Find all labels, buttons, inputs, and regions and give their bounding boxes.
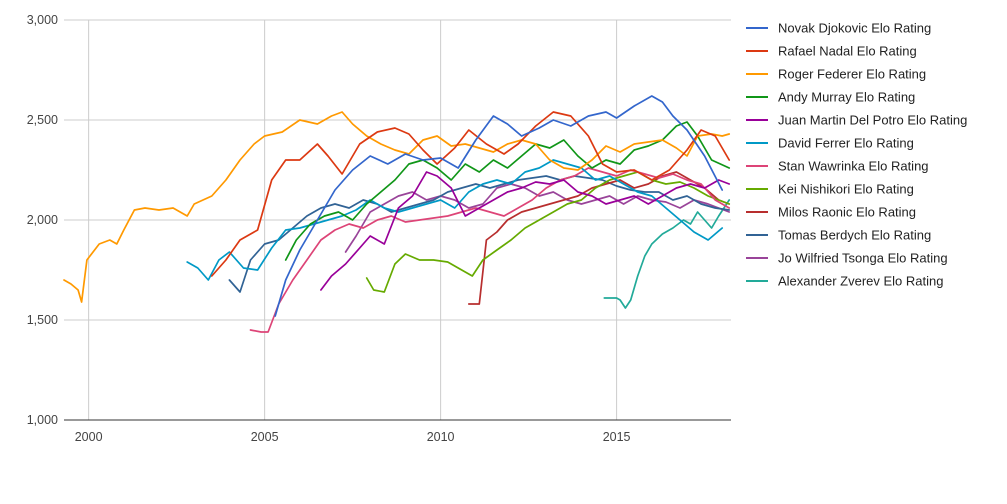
legend-item[interactable]: Milos Raonic Elo Rating [746, 205, 916, 220]
series-line-2 [210, 111, 731, 277]
series-line-3 [63, 111, 731, 303]
legend-item[interactable]: Andy Murray Elo Rating [746, 90, 915, 105]
legend-label: David Ferrer Elo Rating [778, 136, 914, 151]
legend-label: Milos Raonic Elo Rating [778, 205, 916, 220]
legend: Novak Djokovic Elo Rating Rafael Nadal El… [746, 21, 967, 289]
series-line-7 [249, 167, 731, 333]
legend-item[interactable]: Kei Nishikori Elo Rating [746, 182, 914, 197]
series-line-4 [284, 121, 731, 261]
legend-item[interactable]: Roger Federer Elo Rating [746, 67, 926, 82]
legend-item[interactable]: Stan Wawrinka Elo Rating [746, 159, 929, 174]
y-tick-label: 1,500 [27, 313, 58, 327]
legend-label: Rafael Nadal Elo Rating [778, 44, 917, 59]
series-line-12 [603, 199, 731, 309]
y-tick-label: 3,000 [27, 13, 58, 27]
x-tick-label: 2000 [75, 430, 103, 444]
legend-label: Novak Djokovic Elo Rating [778, 21, 931, 36]
series-line-5 [320, 171, 731, 291]
y-tick-label: 2,500 [27, 113, 58, 127]
legend-label: Juan Martin Del Potro Elo Rating [778, 113, 967, 128]
series-line-9 [467, 171, 731, 305]
legend-item[interactable]: Juan Martin Del Potro Elo Rating [746, 113, 967, 128]
legend-label: Alexander Zverev Elo Rating [778, 274, 943, 289]
legend-item[interactable]: Alexander Zverev Elo Rating [746, 274, 943, 289]
legend-label: Andy Murray Elo Rating [778, 90, 915, 105]
legend-label: Roger Federer Elo Rating [778, 67, 926, 82]
legend-item[interactable]: Tomas Berdych Elo Rating [746, 228, 931, 243]
legend-label: Stan Wawrinka Elo Rating [778, 159, 929, 174]
series-line-8 [365, 171, 731, 293]
legend-label: Kei Nishikori Elo Rating [778, 182, 914, 197]
series-line-11 [344, 183, 731, 253]
y-tick-label: 2,000 [27, 213, 58, 227]
axes: 1,000 1,500 2,000 2,500 3,000 2000 2005 2010 201… [27, 13, 731, 444]
legend-label: Tomas Berdych Elo Rating [778, 228, 931, 243]
x-tick-label: 2015 [603, 430, 631, 444]
series-line-6 [186, 159, 724, 281]
x-tick-label: 2005 [251, 430, 279, 444]
y-tick-label: 1,000 [27, 413, 58, 427]
legend-item[interactable]: Jo Wilfried Tsonga Elo Rating [746, 251, 948, 266]
series-lines [63, 95, 731, 333]
legend-label: Jo Wilfried Tsonga Elo Rating [778, 251, 948, 266]
grid [64, 19, 731, 421]
legend-item[interactable]: Rafael Nadal Elo Rating [746, 44, 917, 59]
legend-item[interactable]: Novak Djokovic Elo Rating [746, 21, 931, 36]
x-tick-label: 2010 [427, 430, 455, 444]
legend-item[interactable]: David Ferrer Elo Rating [746, 136, 914, 151]
series-line-1 [274, 95, 724, 317]
series-line-10 [228, 175, 731, 293]
